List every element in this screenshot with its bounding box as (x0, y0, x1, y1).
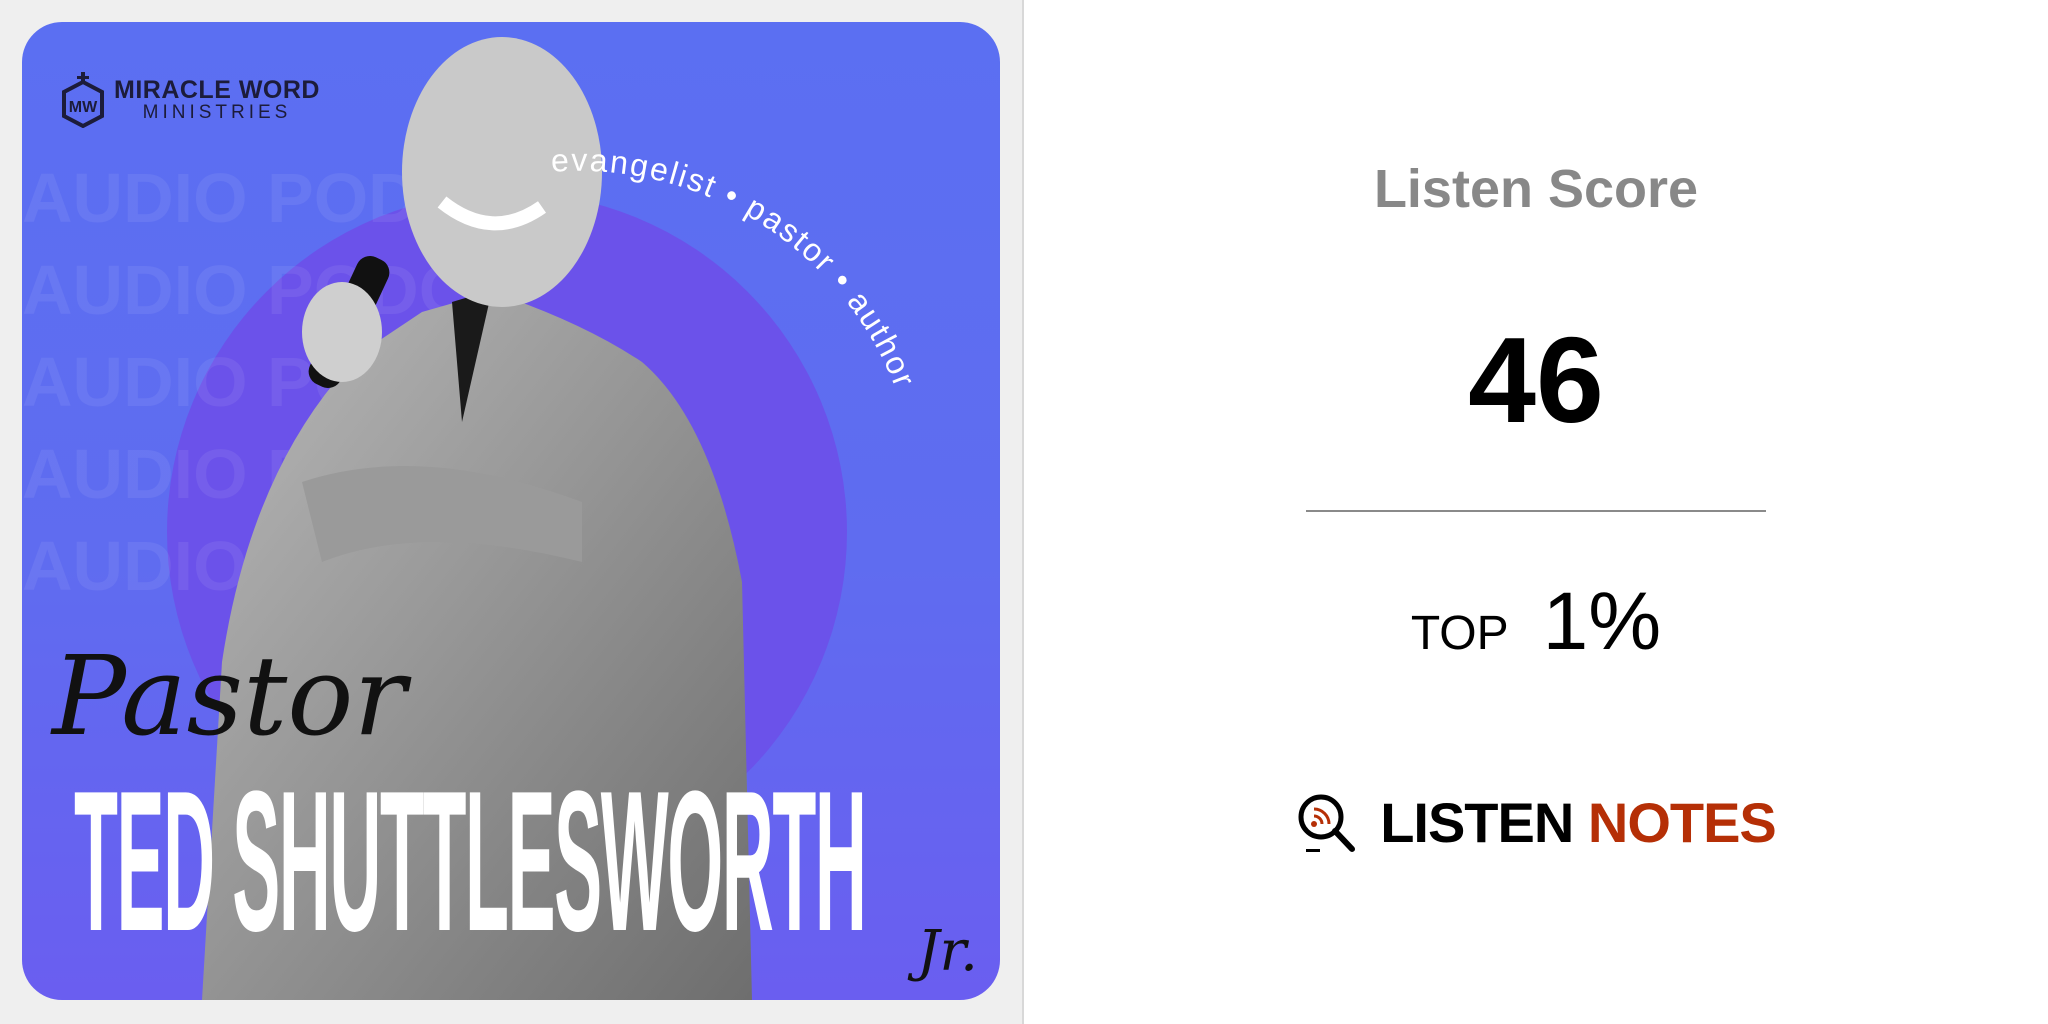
brand-subtitle: MINISTRIES (142, 102, 292, 123)
miracle-word-logo: MW MIRACLE WORD MINISTRIES (60, 72, 320, 128)
podcast-cover-art[interactable]: AUDIO PODCAST • AUDIO PODCAST • AUDIO PO… (22, 22, 1000, 1000)
top-label: TOP (1410, 607, 1509, 660)
watermark-row: AUDIO PODCAST • AUDIO PODCAST • AUDIO PO… (22, 159, 442, 237)
title-suffix: Jr. (917, 919, 978, 984)
listen-notes-wordmark: LISTEN NOTES (1380, 791, 1777, 854)
svg-text:MW: MW (69, 99, 98, 116)
top-percent: 1% (1542, 576, 1662, 667)
brand-name: MIRACLE WORD (114, 76, 320, 104)
global-rank: TOP 1% (1024, 575, 2048, 669)
listen-notes-logo[interactable]: LISTEN NOTES (1024, 790, 2048, 855)
podcast-title-name: TED SHUTTLESWORTH (74, 750, 867, 973)
divider (1306, 510, 1766, 512)
mw-monogram-icon: MW (62, 72, 104, 128)
listen-score-title: Listen Score (1373, 159, 1699, 219)
pastor-photo (202, 37, 752, 1000)
title-prefix: Pastor (52, 632, 407, 760)
roles-arc: evangelist • pastor • author (550, 142, 923, 393)
svg-text:evangelist • pastor • author: evangelist • pastor • author (550, 142, 923, 393)
listen-score-value: 46 (1468, 312, 1604, 448)
magnifier-podcast-icon (1298, 794, 1356, 852)
podcast-artwork-panel: AUDIO PODCAST • AUDIO PODCAST • AUDIO PO… (0, 0, 1024, 1024)
roles-text: evangelist • pastor • author (550, 142, 921, 393)
